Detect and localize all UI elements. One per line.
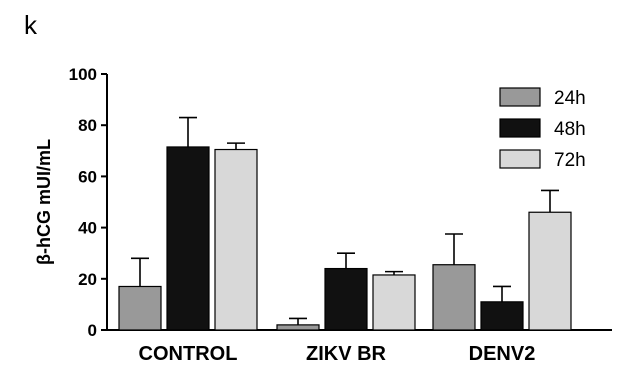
y-tick-label: 20 bbox=[78, 270, 97, 289]
bar-48h-control bbox=[166, 146, 210, 331]
y-tick-label: 60 bbox=[78, 167, 97, 186]
legend: 24h 48h 72h bbox=[499, 87, 586, 171]
y-axis-label: β-hCG mUI/mL bbox=[34, 139, 54, 265]
bar-24h-denv2 bbox=[432, 264, 476, 331]
panel-label: k bbox=[24, 10, 38, 40]
legend-label-48h: 48h bbox=[554, 119, 586, 140]
legend-swatch-72h bbox=[499, 149, 541, 169]
legend-label-24h: 24h bbox=[554, 88, 586, 109]
bar-72h-zikv-br bbox=[372, 274, 416, 331]
x-category-label: DENV2 bbox=[469, 343, 536, 365]
bar-48h-denv2 bbox=[480, 301, 524, 331]
y-tick-label: 40 bbox=[78, 219, 97, 238]
x-category-label: ZIKV BR bbox=[306, 343, 387, 365]
bar-48h-zikv-br bbox=[324, 267, 368, 331]
y-tick-label: 80 bbox=[78, 116, 97, 135]
bar-72h-control bbox=[214, 148, 258, 331]
y-tick-label: 0 bbox=[88, 321, 97, 340]
bar-24h-zikv-br bbox=[276, 324, 320, 331]
x-category-label: CONTROL bbox=[139, 343, 238, 365]
bar-72h-denv2 bbox=[528, 211, 572, 331]
y-tick-label: 100 bbox=[69, 65, 97, 84]
legend-swatch-24h bbox=[499, 87, 541, 107]
bars-group: CONTROL ZIKV BR DENV2 bbox=[118, 116, 572, 365]
legend-swatch-48h bbox=[499, 118, 541, 138]
bar-24h-control bbox=[118, 285, 162, 331]
legend-label-72h: 72h bbox=[554, 150, 586, 171]
